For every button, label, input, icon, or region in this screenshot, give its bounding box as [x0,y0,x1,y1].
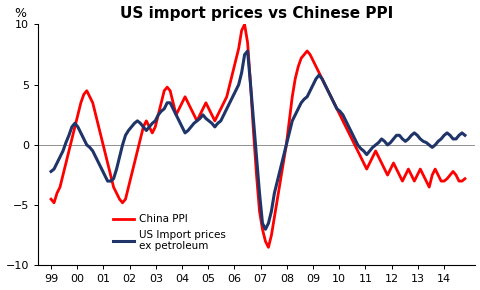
China PPI [63,161,69,165]
China PPI [265,246,271,249]
US Import prices
ex petroleum [262,228,268,231]
China PPI [72,125,78,129]
Line: US Import prices
ex petroleum: US Import prices ex petroleum [51,51,464,229]
Y-axis label: %: % [14,7,26,20]
Legend: China PPI, US Import prices
ex petroleum: China PPI, US Import prices ex petroleum [108,210,229,255]
China PPI [48,197,54,201]
China PPI [220,101,226,104]
US Import prices
ex petroleum [48,170,54,173]
US Import prices
ex petroleum [72,122,78,125]
Line: China PPI: China PPI [51,24,464,247]
US Import prices
ex petroleum [256,191,262,195]
US Import prices
ex petroleum [220,113,226,117]
China PPI [461,177,467,180]
US Import prices
ex petroleum [244,49,250,53]
China PPI [256,209,262,213]
US Import prices
ex petroleum [461,134,467,137]
US Import prices
ex petroleum [90,149,96,153]
US Import prices
ex petroleum [122,134,128,137]
China PPI [122,197,128,201]
China PPI [241,23,247,26]
China PPI [90,101,96,104]
Title: US import prices vs Chinese PPI: US import prices vs Chinese PPI [120,6,393,21]
US Import prices
ex petroleum [63,141,69,144]
